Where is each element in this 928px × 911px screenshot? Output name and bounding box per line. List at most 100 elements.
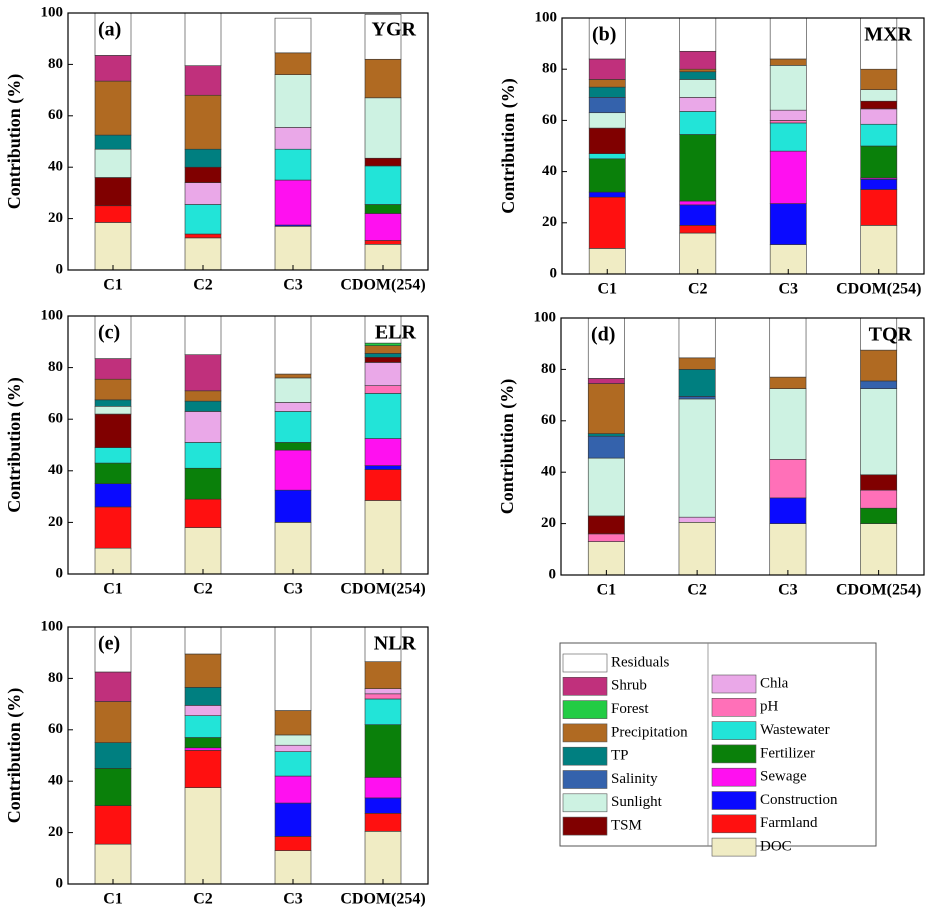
bar-segment bbox=[364, 688, 402, 695]
bar-segment bbox=[94, 80, 132, 136]
panel-title: NLR bbox=[374, 633, 417, 655]
bar-segment bbox=[184, 204, 222, 235]
bar-segment bbox=[184, 354, 222, 392]
bar-segment bbox=[364, 315, 402, 344]
x-tick-label: C1 bbox=[597, 281, 617, 298]
bar-segment bbox=[679, 97, 717, 112]
bar-segment bbox=[364, 500, 402, 575]
x-tick-label: C3 bbox=[283, 581, 303, 598]
panel-title: MXR bbox=[864, 24, 912, 46]
legend-swatch bbox=[562, 653, 608, 673]
x-tick-label: C1 bbox=[103, 277, 123, 294]
legend-label: Sewage bbox=[760, 769, 807, 785]
bar-segment bbox=[274, 744, 312, 752]
bar-segment bbox=[679, 225, 717, 234]
y-tick-label: 0 bbox=[549, 566, 557, 582]
bar-segment bbox=[364, 777, 402, 799]
bar-segment bbox=[94, 399, 132, 407]
bar-segment bbox=[860, 489, 898, 509]
bar-segment bbox=[860, 145, 898, 179]
bar-segment bbox=[184, 747, 222, 751]
x-tick-label: C1 bbox=[103, 891, 123, 908]
bar-segment bbox=[94, 177, 132, 207]
y-tick-label: 0 bbox=[56, 565, 64, 581]
bar-segment bbox=[94, 222, 132, 271]
x-tick-label: CDOM(254) bbox=[340, 891, 425, 908]
bar-segment bbox=[678, 522, 716, 576]
bar-segment bbox=[860, 178, 898, 190]
legend-swatch bbox=[711, 814, 757, 834]
bar-segment bbox=[184, 442, 222, 469]
x-tick-label: C3 bbox=[283, 277, 303, 294]
panel-title: YGR bbox=[372, 19, 417, 41]
bar-segment bbox=[274, 442, 312, 451]
bar-segment bbox=[94, 506, 132, 549]
bar-segment bbox=[588, 79, 626, 88]
legend-label: Precipitation bbox=[611, 724, 688, 740]
bar-segment bbox=[860, 225, 898, 275]
bar-segment bbox=[364, 345, 402, 354]
legend-label: TSM bbox=[611, 818, 642, 834]
bar-segment bbox=[679, 204, 717, 226]
bar-segment bbox=[364, 362, 402, 386]
bar-segment bbox=[588, 196, 626, 249]
bar-segment bbox=[274, 17, 312, 54]
bar-segment bbox=[274, 373, 312, 379]
bar-segment bbox=[94, 843, 132, 885]
bar-segment bbox=[184, 400, 222, 412]
bar-segment bbox=[94, 805, 132, 845]
y-tick-label: 100 bbox=[535, 9, 558, 25]
bar-segment bbox=[769, 17, 807, 60]
bar-segment bbox=[364, 626, 402, 662]
y-tick-label: 100 bbox=[41, 307, 64, 323]
y-tick-label: 20 bbox=[48, 514, 63, 530]
bar-segment bbox=[274, 127, 312, 150]
bar-segment bbox=[274, 522, 312, 575]
y-axis-label: Contribution (%) bbox=[498, 78, 519, 214]
bar-segment bbox=[94, 768, 132, 806]
bar-segment bbox=[364, 698, 402, 725]
bar-segment bbox=[364, 58, 402, 99]
x-tick-label: C3 bbox=[778, 582, 798, 599]
y-tick-label: 80 bbox=[48, 56, 63, 72]
bar-segment bbox=[364, 813, 402, 832]
bar-segment bbox=[274, 226, 312, 271]
bar-segment bbox=[364, 661, 402, 689]
bar-segment bbox=[364, 204, 402, 214]
bar-segment bbox=[184, 527, 222, 575]
y-tick-label: 80 bbox=[48, 670, 63, 686]
bar-segment bbox=[364, 240, 402, 245]
plot-frame bbox=[67, 12, 429, 271]
legend-label: Chla bbox=[760, 675, 789, 691]
x-tick-label: CDOM(254) bbox=[340, 277, 425, 294]
bar-segment bbox=[364, 13, 402, 60]
y-tick-label: 40 bbox=[48, 462, 63, 478]
bar-segment bbox=[184, 411, 222, 443]
bar-segment bbox=[587, 435, 625, 459]
bar-segment bbox=[94, 447, 132, 464]
bar-segment bbox=[94, 462, 132, 484]
y-tick-label: 80 bbox=[541, 361, 556, 377]
bar-segment bbox=[94, 701, 132, 743]
bar-segment bbox=[94, 358, 132, 380]
bar-segment bbox=[184, 787, 222, 885]
x-tick-label: CDOM(254) bbox=[340, 581, 425, 598]
bar-segment bbox=[274, 315, 312, 375]
x-tick-label: CDOM(254) bbox=[836, 281, 921, 298]
legend-label: Construction bbox=[760, 792, 838, 808]
bar-segment bbox=[184, 315, 222, 356]
bar-segment bbox=[769, 203, 807, 245]
bar-segment bbox=[184, 94, 222, 150]
x-tick-label: C1 bbox=[103, 581, 123, 598]
bar-segment bbox=[274, 411, 312, 443]
plot-frame bbox=[560, 317, 925, 576]
bar-segment bbox=[587, 378, 625, 384]
panel-label: (b) bbox=[592, 24, 616, 46]
bar-segment bbox=[588, 86, 626, 98]
legend-swatch bbox=[562, 816, 608, 836]
bar-segment bbox=[769, 376, 807, 389]
bar-segment bbox=[364, 724, 402, 778]
bar-segment bbox=[679, 79, 717, 98]
y-tick-label: 100 bbox=[41, 4, 64, 20]
bar-segment bbox=[94, 671, 132, 702]
